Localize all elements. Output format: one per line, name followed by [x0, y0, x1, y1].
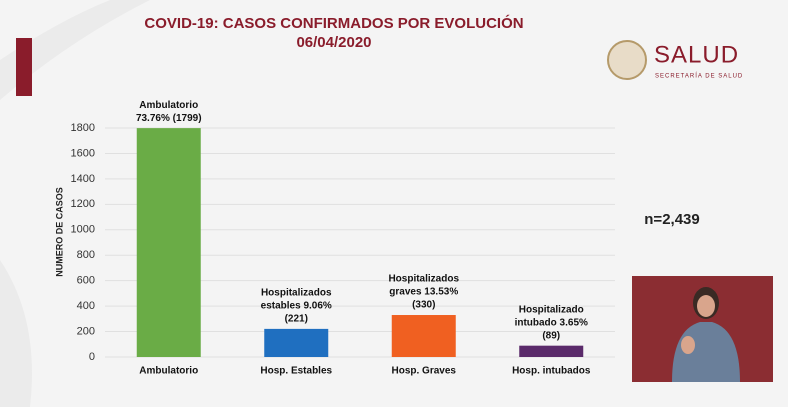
y-axis-label: NUMERO DE CASOS [54, 187, 64, 277]
x-tick-label: Hosp. intubados [512, 366, 591, 377]
y-tick-label: 0 [89, 351, 95, 363]
bar [391, 315, 456, 357]
data-label: graves 13.53% [389, 287, 458, 298]
data-label: intubado 3.65% [515, 317, 588, 328]
bar [136, 128, 201, 357]
bar [519, 345, 584, 357]
annotation: n=2,439 [644, 211, 699, 228]
data-label: Hospitalizados [261, 288, 332, 299]
logo-text: SALUD [654, 41, 739, 68]
accent-bar [16, 38, 32, 96]
x-tick-label: Hosp. Graves [392, 366, 457, 377]
video-inset [632, 276, 773, 382]
data-label: (221) [285, 314, 308, 325]
data-label: (330) [412, 300, 435, 311]
data-label: (89) [542, 330, 560, 341]
data-label: Hospitalizados [388, 274, 459, 285]
interpreter-hand [681, 336, 695, 354]
chart-subtitle: 06/04/2020 [296, 34, 371, 51]
x-tick-label: Ambulatorio [139, 366, 198, 377]
y-tick-label: 400 [77, 300, 95, 312]
logo: SALUD SECRETARÍA DE SALUD [607, 40, 743, 80]
y-tick-label: 1600 [71, 147, 95, 159]
y-tick-label: 1400 [71, 173, 95, 185]
data-label: Ambulatorio [139, 100, 198, 111]
y-tick-label: 1000 [71, 224, 95, 236]
x-tick-label: Hosp. Estables [260, 366, 332, 377]
y-tick-label: 1800 [71, 122, 95, 134]
data-label: estables 9.06% [261, 301, 332, 312]
logo-seal [607, 40, 647, 80]
data-label: 73.76% (1799) [136, 113, 202, 124]
y-tick-label: 600 [77, 275, 95, 287]
logo-subtext: SECRETARÍA DE SALUD [655, 73, 743, 80]
y-tick-label: 800 [77, 249, 95, 261]
decoration [0, 0, 150, 407]
chart-title: COVID-19: CASOS CONFIRMADOS POR EVOLUCIÓ… [144, 14, 523, 32]
interpreter-face [697, 295, 715, 317]
data-label: Hospitalizado [519, 304, 584, 315]
y-tick-label: 1200 [71, 198, 95, 210]
y-tick-label: 200 [77, 325, 95, 337]
bar [264, 328, 329, 357]
